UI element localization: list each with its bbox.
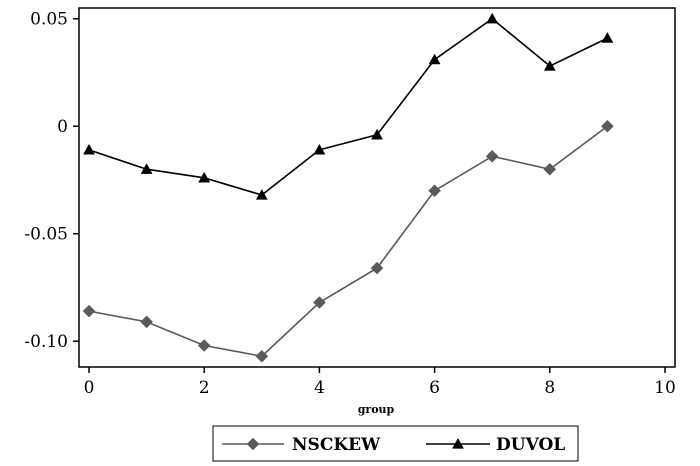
x-axis: 0 2 4 6 8 10 xyxy=(84,367,676,398)
data-point-duvol xyxy=(601,32,614,43)
legend-label-duvol: DUVOL xyxy=(496,435,565,455)
data-point-duvol xyxy=(486,12,499,24)
data-point-nsckew xyxy=(255,349,269,363)
data-point-nsckew xyxy=(601,119,614,133)
legend-items xyxy=(222,437,490,451)
series-layer xyxy=(82,12,614,363)
data-point-nsckew xyxy=(370,261,384,275)
legend-marker-nsckew xyxy=(246,437,260,451)
data-point-nsckew xyxy=(197,339,211,352)
x-tick-label: 10 xyxy=(654,378,676,398)
x-tick-label: 0 xyxy=(84,378,95,398)
data-point-duvol xyxy=(543,60,556,71)
x-tick-label: 4 xyxy=(314,378,325,398)
x-tick-label: 6 xyxy=(429,378,440,398)
data-point-nsckew xyxy=(313,296,326,309)
series-line-nsckew xyxy=(88,125,608,358)
legend-marker-duvol xyxy=(452,437,464,449)
y-tick-label: 0.05 xyxy=(30,10,68,30)
x-tick-label: 2 xyxy=(199,378,210,398)
data-point-nsckew xyxy=(485,149,499,163)
data-point-nsckew xyxy=(140,315,153,329)
data-point-nsckew xyxy=(428,184,441,198)
data-point-duvol xyxy=(428,53,441,65)
plot-frame xyxy=(78,7,676,368)
y-tick-label: 0 xyxy=(57,117,68,137)
y-tick-label: -0.05 xyxy=(24,225,68,245)
data-point-nsckew xyxy=(543,162,557,176)
data-point-duvol xyxy=(313,143,326,155)
data-point-duvol xyxy=(83,143,95,155)
data-point-duvol xyxy=(198,171,211,183)
x-tick-label: 8 xyxy=(544,378,555,398)
series-line-duvol xyxy=(88,17,608,196)
data-point-duvol xyxy=(371,128,383,140)
data-point-nsckew xyxy=(82,304,96,318)
data-point-duvol xyxy=(140,163,153,174)
y-axis: 0.05 0 -0.05 -0.10 xyxy=(24,10,79,352)
x-axis-title: group xyxy=(358,403,395,416)
legend-label-nsckew: NSCKEW xyxy=(292,435,381,455)
legend: NSCKEW DUVOL xyxy=(212,425,579,462)
y-tick-label: -0.10 xyxy=(24,332,68,352)
data-point-duvol xyxy=(255,189,268,200)
